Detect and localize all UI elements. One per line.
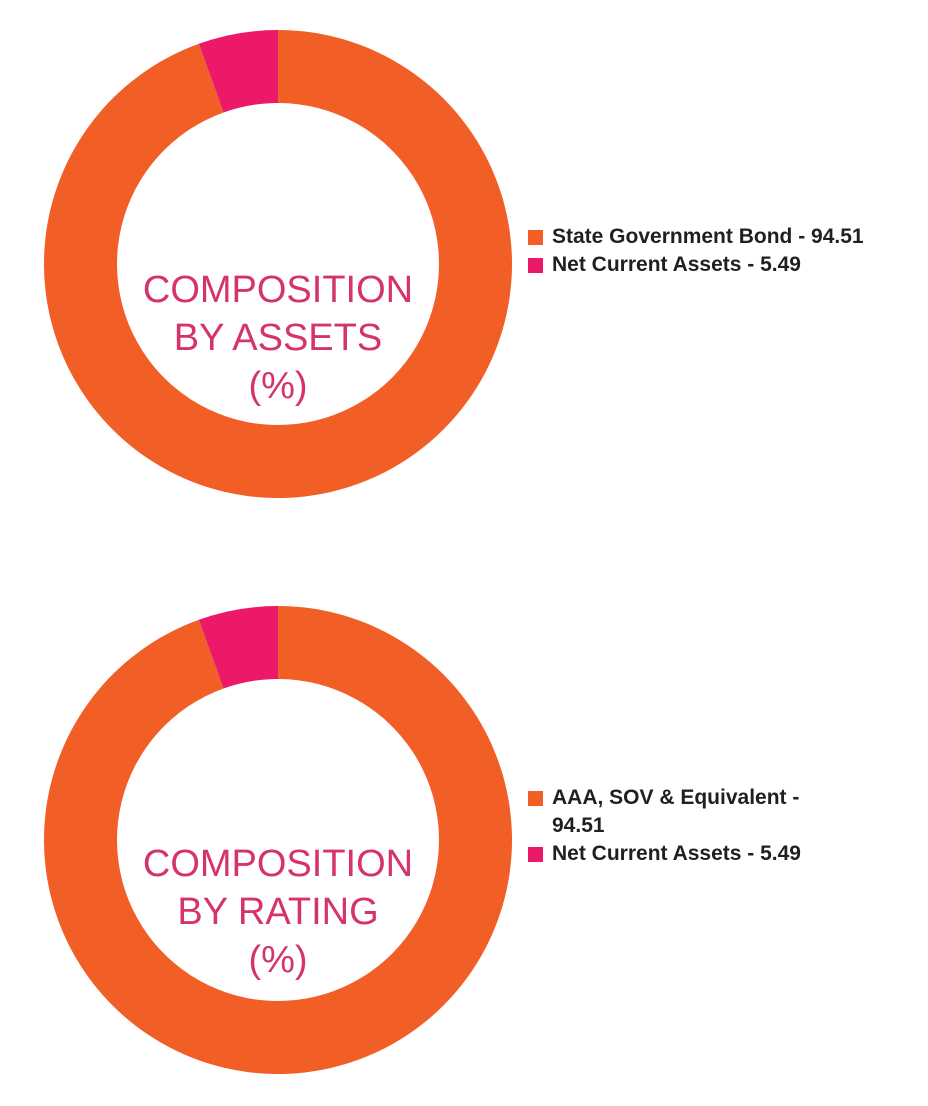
legend-label: State Government Bond - 94.51 — [552, 225, 864, 248]
title-line-3: (%) — [248, 939, 308, 981]
title-line-2: BY RATING — [177, 891, 379, 933]
legend-item-net-current-assets: Net Current Assets - 5.49 — [528, 840, 828, 868]
legend-label: Net Current Assets - 5.49 — [552, 842, 801, 865]
legend-swatch — [528, 230, 543, 245]
title-line-2: BY ASSETS — [173, 317, 383, 359]
chart-composition-by-assets: COMPOSITION BY ASSETS (%) State Governme… — [0, 0, 928, 520]
donut-chart-assets — [44, 30, 513, 498]
legend-swatch — [528, 258, 543, 273]
legend-rating: AAA, SOV & Equivalent - 94.51 Net Curren… — [528, 784, 828, 868]
title-line-1: COMPOSITION — [142, 269, 414, 311]
legend-assets: State Government Bond - 94.51 Net Curren… — [528, 223, 908, 279]
donut-slice-net-current-assets — [198, 30, 278, 113]
donut-slice-net-current-assets — [198, 606, 278, 689]
legend-label: Net Current Assets - 5.49 — [552, 253, 801, 276]
chart-composition-by-rating: COMPOSITION BY RATING (%) AAA, SOV & Equ… — [0, 576, 928, 1096]
chart-title-assets: COMPOSITION BY ASSETS (%) — [128, 266, 428, 410]
donut-slice-state-government-bond — [44, 30, 513, 498]
legend-label: AAA, SOV & Equivalent - 94.51 — [552, 786, 800, 837]
legend-item-aaa-sov-equivalent: AAA, SOV & Equivalent - 94.51 — [528, 784, 828, 840]
legend-swatch — [528, 847, 543, 862]
legend-item-state-government-bond: State Government Bond - 94.51 — [528, 223, 908, 251]
title-line-3: (%) — [248, 365, 308, 407]
chart-title-rating: COMPOSITION BY RATING (%) — [128, 840, 428, 984]
legend-swatch — [528, 791, 543, 806]
donut-chart-rating — [44, 606, 513, 1074]
title-line-1: COMPOSITION — [142, 843, 414, 885]
donut-slice-aaa-sov-equivalent — [44, 606, 513, 1074]
legend-item-net-current-assets: Net Current Assets - 5.49 — [528, 251, 908, 279]
